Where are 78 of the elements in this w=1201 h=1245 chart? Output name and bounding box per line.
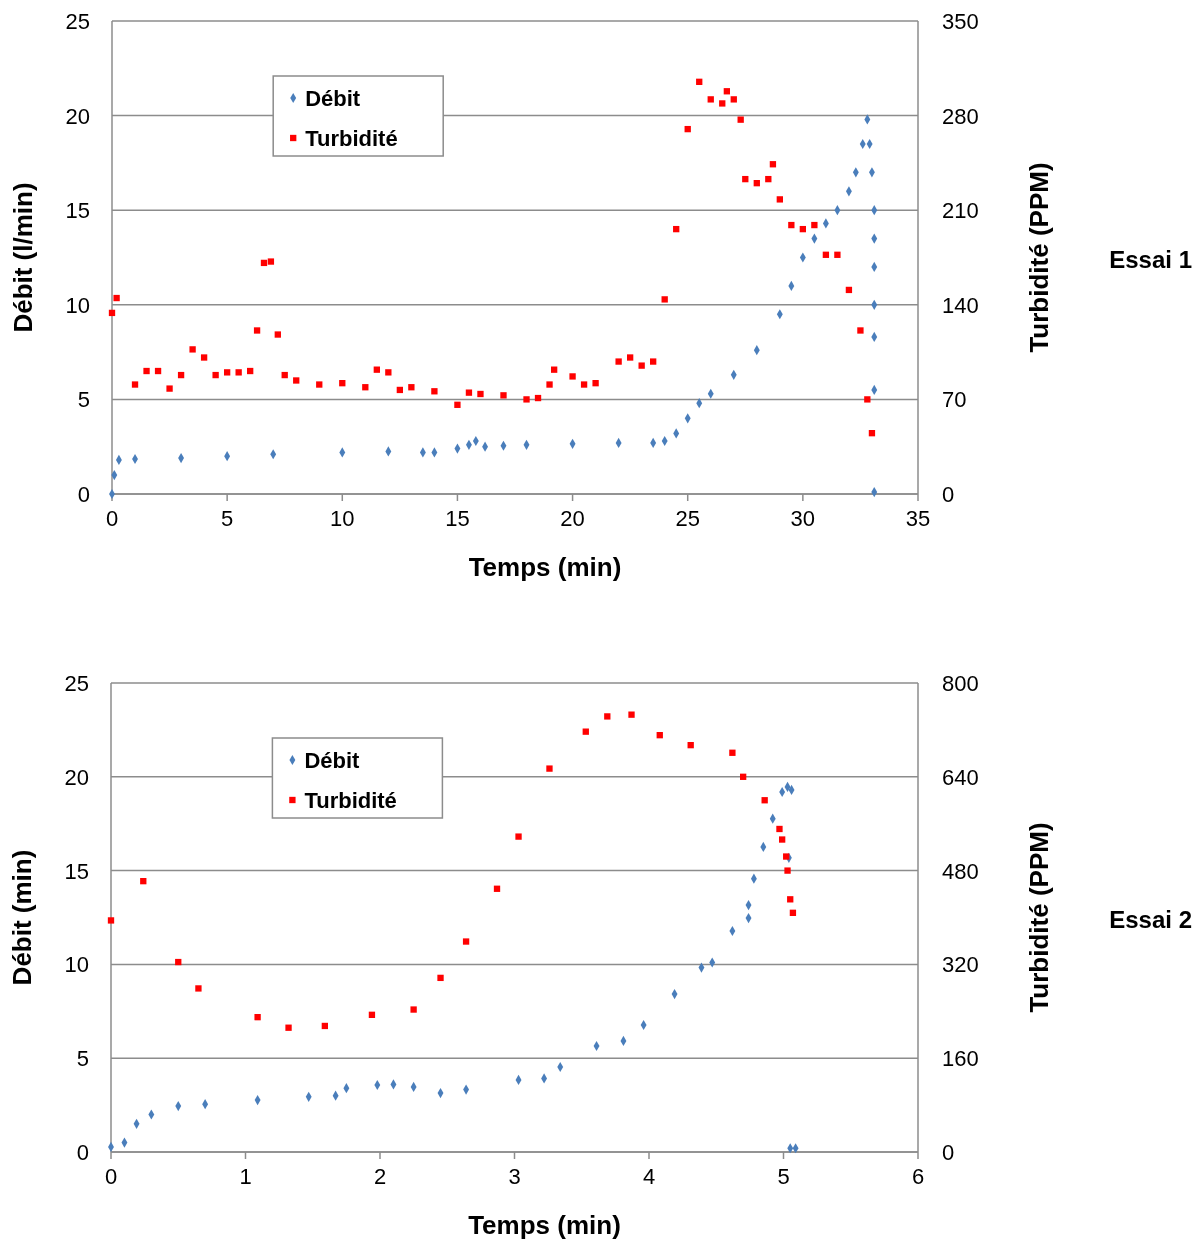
point (140, 877, 147, 885)
x-tick-label: 6 (911, 1164, 925, 1189)
point (729, 749, 736, 756)
y-tick-label: 20 (64, 764, 89, 790)
y2-axis-title: Turbidité (PPM) (1024, 162, 1054, 353)
point (546, 765, 553, 772)
y-axis-title: Débit (min) (7, 849, 37, 986)
y2-tick-label: 160 (942, 1046, 979, 1072)
x-tick-label: 35 (905, 506, 931, 531)
point (493, 885, 501, 892)
y-tick-label: 15 (65, 198, 90, 224)
point (582, 728, 589, 735)
point (778, 836, 786, 843)
x-axis-title: Temps (min) (468, 552, 622, 582)
y-tick-label: 0 (76, 1140, 89, 1165)
y2-tick-label: 0 (942, 1140, 955, 1165)
x-tick-label: 20 (560, 506, 585, 531)
y-tick-label: 10 (64, 952, 89, 978)
y2-tick-label: 140 (942, 292, 979, 318)
y2-axis-title: Turbidité (PPM) (1024, 822, 1054, 1013)
x-tick-label: 30 (790, 506, 816, 531)
x-tick-label: 0 (105, 506, 119, 531)
legend-label: Débit (304, 748, 361, 773)
point (515, 833, 522, 840)
point (604, 713, 611, 720)
y2-tick-label: 640 (942, 764, 979, 790)
point (285, 1024, 292, 1031)
y-axis-title: Débit (l/min) (8, 182, 38, 333)
point (628, 711, 635, 718)
y-tick-label: 5 (76, 1046, 89, 1072)
point (175, 958, 182, 966)
y2-tick-label: 480 (942, 858, 979, 884)
x-axis-title: Temps (min) (468, 1210, 621, 1240)
point (784, 867, 791, 874)
point (107, 917, 115, 924)
point (761, 797, 768, 804)
point (368, 1011, 376, 1018)
y-tick-label: 20 (65, 103, 90, 129)
y2-tick-label: 70 (942, 387, 967, 413)
x-tick-label: 15 (445, 506, 470, 531)
point (739, 773, 747, 780)
y2-tick-label: 800 (942, 671, 979, 696)
text: Essai 1 (1109, 245, 1192, 273)
y2-tick-label: 210 (942, 198, 979, 224)
y-tick-label: 0 (77, 482, 90, 507)
y-tick-label: 25 (65, 9, 90, 34)
point (254, 1014, 261, 1021)
y-tick-label: 5 (77, 387, 90, 413)
point (776, 825, 783, 833)
y-tick-label: 10 (65, 292, 90, 318)
point (656, 732, 663, 739)
x-tick-label: 0 (104, 1164, 118, 1189)
point (789, 909, 797, 916)
point (437, 974, 444, 982)
y2-tick-label: 350 (942, 9, 979, 34)
y-tick-label: 25 (64, 671, 89, 696)
point (195, 985, 202, 992)
x-tick-label: 10 (330, 506, 355, 531)
x-tick-label: 25 (675, 506, 700, 531)
legend-label: Débit (305, 86, 361, 111)
y2-tick-label: 0 (942, 482, 955, 507)
text: Essai 2 (1109, 905, 1192, 933)
point (410, 1006, 417, 1013)
legend-label: Turbidité (305, 126, 398, 151)
x-tick-label: 3 (508, 1164, 521, 1189)
x-tick-label: 4 (642, 1164, 656, 1189)
y2-tick-label: 320 (942, 952, 979, 978)
point (687, 741, 694, 749)
y2-tick-label: 280 (942, 103, 979, 129)
x-tick-label: 5 (777, 1164, 790, 1189)
legend-label: Turbidité (304, 788, 397, 813)
x-tick-label: 2 (373, 1164, 387, 1189)
x-tick-label: 5 (221, 506, 234, 531)
point (321, 1022, 329, 1030)
x-tick-label: 1 (239, 1164, 252, 1189)
point (462, 938, 470, 945)
point (787, 896, 794, 903)
y-tick-label: 15 (64, 858, 89, 884)
